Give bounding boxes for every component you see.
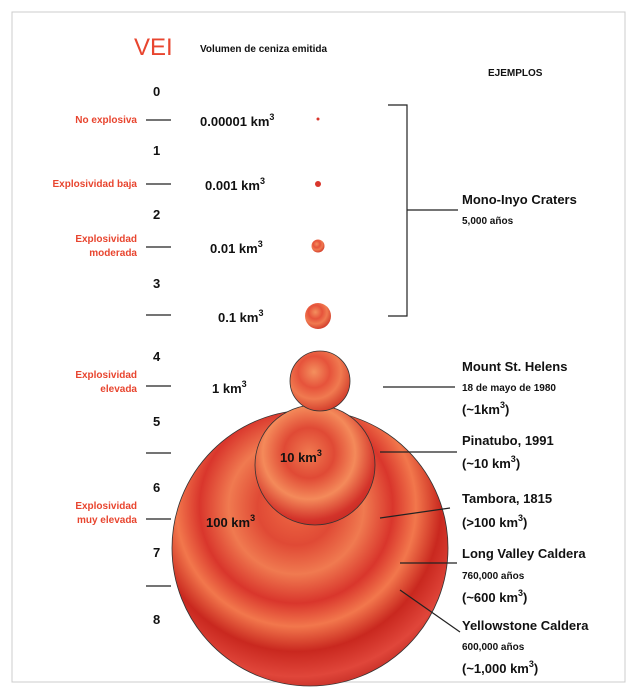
example-amount: (~1km3) — [462, 400, 509, 417]
example-name: Mount St. Helens — [462, 359, 567, 374]
level: 7 — [153, 545, 160, 560]
example-amount: (~1,000 km3) — [462, 659, 538, 676]
category: Explosividad baja — [53, 179, 138, 190]
level-numbers: 0 1 2 3 4 5 6 7 8 — [153, 84, 161, 627]
example-amount: (>100 km3) — [462, 513, 527, 530]
category: No explosiva — [75, 115, 137, 126]
level: 0 — [153, 84, 160, 99]
level: 2 — [153, 207, 160, 222]
example-amount: (~600 km3) — [462, 588, 527, 605]
bubble — [255, 405, 375, 525]
category: elevada — [100, 384, 137, 395]
diagram: VEI Volumen de ceniza emitida EJEMPLOS 0… — [0, 0, 637, 693]
volume: 10 km3 — [280, 448, 322, 465]
category: muy elevada — [77, 515, 137, 526]
volume: 0.01 km3 — [210, 239, 263, 256]
level: 4 — [153, 349, 161, 364]
example-detail: 5,000 años — [462, 216, 514, 227]
level: 8 — [153, 612, 160, 627]
level: 3 — [153, 276, 160, 291]
categories: No explosiva Explosividad baja Explosivi… — [53, 115, 138, 526]
volume: 1 km3 — [212, 379, 247, 396]
bubble — [290, 351, 350, 411]
bubble — [317, 118, 320, 121]
category: Explosividad — [75, 501, 137, 512]
example-detail: 760,000 años — [462, 571, 525, 582]
example-detail: 18 de mayo de 1980 — [462, 383, 556, 394]
bubble — [305, 303, 331, 329]
category: Explosividad — [75, 234, 137, 245]
level: 6 — [153, 480, 160, 495]
volume: 100 km3 — [206, 513, 255, 530]
volume: 0.00001 km3 — [200, 112, 274, 129]
subtitle: Volumen de ceniza emitida — [200, 44, 328, 55]
example-amount: (~10 km3) — [462, 454, 520, 471]
title: VEI — [134, 34, 173, 61]
examples-heading: EJEMPLOS — [488, 68, 543, 79]
level: 1 — [153, 143, 160, 158]
example-detail: 600,000 años — [462, 642, 525, 653]
bubble — [315, 181, 321, 187]
category: Explosividad — [75, 370, 137, 381]
example-name: Pinatubo, 1991 — [462, 433, 554, 448]
volume: 0.001 km3 — [205, 176, 265, 193]
example-name: Mono-Inyo Craters — [462, 192, 577, 207]
example-name: Long Valley Caldera — [462, 546, 586, 561]
example-name: Tambora, 1815 — [462, 491, 552, 506]
examples: Mono-Inyo Craters 5,000 años Mount St. H… — [462, 192, 589, 676]
example-name: Yellowstone Caldera — [462, 618, 589, 633]
bubble — [312, 240, 325, 253]
volume: 0.1 km3 — [218, 308, 264, 325]
level: 5 — [153, 414, 160, 429]
category: moderada — [89, 248, 137, 259]
